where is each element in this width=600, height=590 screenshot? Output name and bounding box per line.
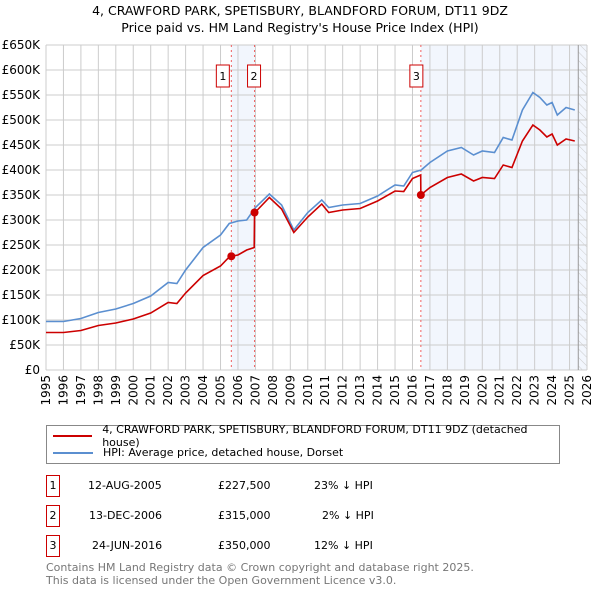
hpi-line [46,91,576,323]
x-tick-label: 2005 [214,375,228,406]
x-tick-label: 2007 [248,375,262,406]
x-tick-label: 2018 [440,375,454,406]
y-tick-label: £300K [2,213,42,227]
y-tick-label: £350K [2,188,42,202]
shaded-region [420,45,587,370]
x-tick-label: 2014 [371,375,385,406]
y-tick-label: £100K [2,313,42,327]
y-tick-label: £200K [2,263,42,277]
sale-marker-box: 2 [46,505,60,527]
x-tick-label: 2001 [144,375,158,406]
x-tick-label: 1996 [56,375,70,406]
x-tick-label: 2008 [266,375,280,406]
sale-point [227,252,236,261]
sale-point [416,191,425,199]
sale-point [250,208,259,217]
chart-title: 4, CRAWFORD PARK, SPETISBURY, BLANDFORD … [92,3,508,18]
x-tick-label: 2006 [231,375,245,406]
x-tick-label: 1995 [39,375,53,406]
sale-date: 12-AUG-2005 [88,479,162,492]
x-tick-label: 2003 [179,375,193,406]
legend: 4, CRAWFORD PARK, SPETISBURY, BLANDFORD … [46,423,560,464]
red-line-swatch [53,434,93,437]
forecast-hatch [578,45,587,370]
sale-hpi: 12% ↓ HPI [314,539,373,552]
x-tick-label: 2026 [580,375,594,406]
price-chart: £0 £50K £100K £150K £200K £250K £300K £350K £400… [2,38,594,406]
sale-price: £227,500 [218,479,271,492]
x-tick-label: 1998 [91,375,105,406]
x-tick-label: 2021 [493,375,507,406]
x-tick-label: 2019 [458,375,472,406]
legend-item-hpi: HPI: Average price, detached house, Dors… [53,444,343,461]
sale-label-box [247,64,262,88]
sale-price: £315,000 [218,509,271,522]
sale-marker-box: 3 [46,535,60,557]
x-tick-label: 2020 [475,375,489,406]
legend-label: HPI: Average price, detached house, Dors… [103,446,344,459]
sale-label-box [409,64,424,88]
sale-date: 24-JUN-2016 [92,539,163,552]
x-tick-label: 2010 [301,375,315,406]
x-tick-label: 1999 [109,375,123,406]
x-tick-label: 2011 [318,375,332,406]
y-tick-label: £550K [2,88,42,102]
sale-label: 1 [219,70,226,83]
y-tick-label: £400K [2,163,42,177]
shaded-region [231,45,255,370]
x-tick-label: 1997 [74,375,88,406]
x-tick-label: 2023 [528,375,542,406]
sale-label: 3 [413,70,420,83]
x-tick-label: 2016 [405,375,419,406]
x-tick-label: 2015 [388,375,402,406]
y-tick-label: £600K [2,63,42,77]
property-price-line [46,123,575,334]
sale-date: 13-DEC-2006 [89,509,163,522]
sale-hpi: 2% ↓ HPI [322,509,374,522]
y-tick-label: £650K [2,38,42,52]
x-tick-label: 2000 [126,375,140,406]
y-tick-label: £500K [2,113,42,127]
sale-marker-box: 1 [46,475,60,497]
x-tick-label: 2024 [545,375,559,406]
y-tick-label: £50K [9,338,41,352]
y-tick-label: £450K [2,138,42,152]
legend-item-property: 4, CRAWFORD PARK, SPETISBURY, BLANDFORD … [53,423,559,449]
sale-label-box [215,64,230,88]
blue-line-swatch [53,451,93,454]
x-tick-label: 2022 [510,375,524,406]
sale-row: 3 24-JUN-2016 £350,000 12% ↓ HPI [46,535,466,557]
sale-price: £350,000 [218,539,271,552]
sale-row: 1 12-AUG-2005 £227,500 23% ↓ HPI [46,475,466,497]
x-tick-label: 2012 [336,375,350,406]
x-tick-label: 2002 [161,375,175,406]
sale-label: 2 [251,70,258,83]
chart-subtitle: Price paid vs. HM Land Registry's House … [121,20,479,35]
x-tick-label: 2013 [353,375,367,406]
sale-hpi: 23% ↓ HPI [314,479,373,492]
x-tick-label: 2017 [423,375,437,406]
y-tick-label: £0 [25,363,40,377]
legend-label: 4, CRAWFORD PARK, SPETISBURY, BLANDFORD … [102,422,528,449]
footer-licence: This data is licensed under the Open Gov… [46,574,397,587]
x-tick-label: 2004 [196,375,210,406]
y-tick-label: £150K [2,288,42,302]
x-tick-label: 2009 [283,375,297,406]
footer-copyright: Contains HM Land Registry data © Crown c… [46,561,474,574]
sale-row: 2 13-DEC-2006 £315,000 2% ↓ HPI [46,505,466,527]
y-tick-label: £250K [2,238,42,252]
x-tick-label: 2025 [563,375,577,406]
